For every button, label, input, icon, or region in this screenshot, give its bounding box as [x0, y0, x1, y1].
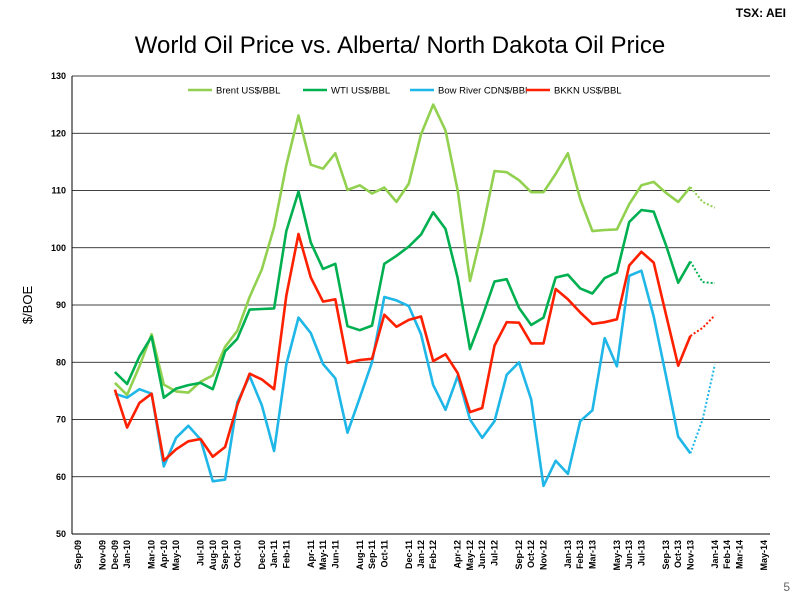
x-tick-label: Apr-10	[159, 540, 169, 569]
x-tick-label: Jul-12	[489, 540, 499, 566]
x-tick-label: May-10	[171, 540, 181, 571]
x-tick-label: Dec-09	[110, 540, 120, 570]
x-tick-label: Feb-14	[722, 540, 732, 569]
page-number: 5	[783, 580, 790, 594]
chart-title: World Oil Price vs. Alberta/ North Dakot…	[134, 32, 666, 59]
series-projection	[689, 260, 715, 285]
y-tick-label: 130	[51, 71, 66, 81]
x-tick-label: Jun-12	[477, 540, 487, 569]
y-tick-label: 100	[51, 243, 66, 253]
x-tick-label: Feb-12	[428, 540, 438, 569]
x-tick-label: Sep-10	[220, 540, 230, 570]
x-tick-label: Jul-13	[636, 540, 646, 566]
legend-label: Bow River CDN$/BBl	[438, 86, 527, 97]
x-tick-label: Jan-10	[122, 540, 132, 569]
legend-label: BKKN US$/BBL	[554, 86, 622, 97]
y-tick-label: 50	[56, 529, 66, 539]
x-tick-label: Oct-13	[673, 540, 683, 568]
ticker-label: TSX: AEI	[735, 6, 786, 20]
x-tick-label: Jan-12	[416, 540, 426, 569]
x-tick-label: Feb-11	[281, 540, 291, 569]
x-tick-label: May-11	[318, 540, 328, 570]
x-tick-label: Oct-10	[232, 540, 242, 568]
y-tick-label: 120	[51, 128, 66, 138]
series-line	[113, 232, 692, 462]
y-tick-label: 110	[51, 186, 66, 196]
x-tick-label: Apr-11	[306, 540, 316, 568]
series-projection	[689, 186, 716, 209]
legend-label: Brent US$/BBL	[216, 86, 280, 97]
x-tick-label: Sep-12	[514, 540, 524, 570]
x-tick-label: Mar-14	[734, 540, 744, 569]
y-axis-label: $/BOE	[20, 286, 35, 325]
x-tick-label: Sep-13	[661, 540, 671, 570]
y-tick-label: 80	[56, 357, 66, 367]
y-tick-label: 70	[56, 415, 66, 425]
x-tick-label: Sep-09	[73, 540, 83, 570]
x-tick-label: May-12	[465, 540, 475, 571]
x-tick-label: Oct-12	[526, 540, 536, 568]
x-tick-label: Nov-09	[98, 540, 108, 570]
x-tick-label: Apr-12	[453, 540, 463, 569]
x-tick-label: Dec-10	[257, 540, 267, 570]
legend-label: WTI US$/BBL	[331, 86, 390, 97]
series-line	[113, 190, 692, 399]
x-tick-label: May-14	[759, 540, 769, 571]
series-line	[113, 103, 692, 397]
x-tick-label: Aug-10	[208, 540, 218, 571]
series-projection	[689, 364, 716, 454]
x-tick-label: Oct-11	[379, 540, 389, 568]
y-tick-label: 90	[56, 300, 66, 310]
x-tick-label: Feb-13	[575, 540, 585, 569]
y-tick-label: 60	[56, 472, 66, 482]
series-line	[114, 269, 692, 488]
x-tick-label: Jul-10	[196, 540, 206, 566]
x-tick-label: Dec-11	[404, 540, 414, 569]
x-tick-label: May-13	[612, 540, 622, 571]
x-tick-label: Jun-11	[330, 540, 340, 569]
x-tick-label: Aug-11	[355, 540, 365, 570]
x-tick-label: Mar-10	[147, 540, 157, 569]
x-tick-label: Sep-11	[367, 540, 377, 569]
x-tick-label: Mar-13	[587, 540, 597, 569]
series-projection	[689, 314, 716, 337]
x-tick-label: Nov-13	[685, 540, 695, 570]
x-tick-label: Nov-12	[538, 540, 548, 570]
x-tick-label: Jan-14	[710, 540, 720, 569]
x-tick-label: Jan-13	[563, 540, 573, 569]
x-tick-label: Jan-11	[269, 540, 279, 568]
x-tick-label: Jun-13	[624, 540, 634, 569]
